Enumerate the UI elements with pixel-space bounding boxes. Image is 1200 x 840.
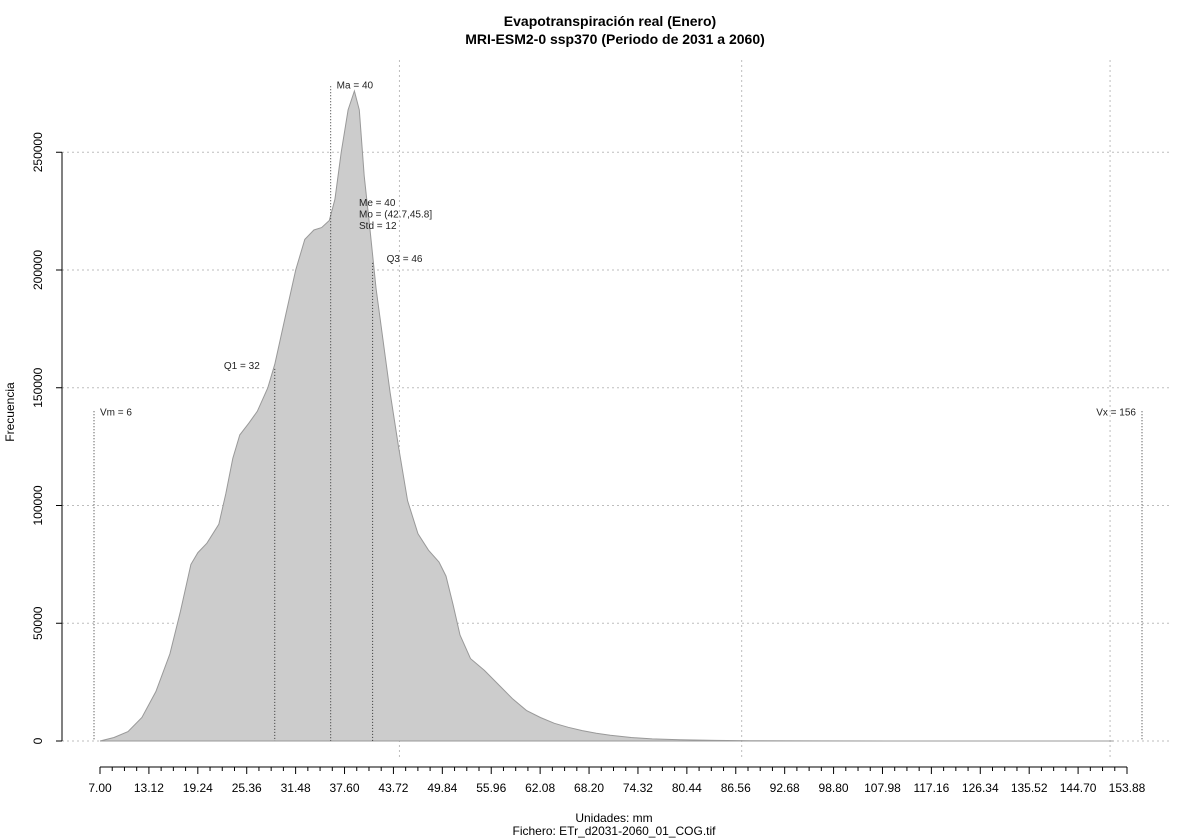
axes: 0 50000 100000 150000 200000 250000 7.00 13.12 1… [31, 132, 1146, 795]
reference-line-label: Q1 = 32 [224, 361, 260, 372]
stat-annotation: Std = 12 [359, 221, 397, 232]
reference-lines: Vm = 6 Q1 = 32 Ma = 40 Q3 = 46 Vx = 156 Me = … [93, 80, 1143, 741]
reference-line-label: Vm = 6 [100, 407, 132, 418]
y-tick-label: 50000 [31, 606, 45, 640]
chart-title: Evapotranspiración real (Enero) [504, 13, 716, 29]
x-tick-label: 92.68 [770, 781, 800, 795]
x-tick-label: 13.12 [134, 781, 164, 795]
x-tick-label: 144.70 [1060, 781, 1097, 795]
x-tick-label: 117.16 [913, 781, 949, 795]
y-tick-label: 200000 [31, 250, 45, 290]
y-tick-label: 100000 [31, 485, 45, 525]
x-tick-label: 19.24 [183, 781, 213, 795]
file-name-footer: Fichero: ETr_d2031-2060_01_COG.tif [513, 824, 717, 838]
reference-line-label: Vx = 156 [1096, 407, 1136, 418]
x-tick-label: 62.08 [525, 781, 555, 795]
x-tick-label: 107.98 [864, 781, 901, 795]
chart-subtitle: MRI-ESM2-0 ssp370 (Periodo de 2031 a 206… [465, 31, 765, 47]
grid [62, 60, 1170, 760]
x-tick-label: 25.36 [232, 781, 262, 795]
y-axis-label: Frecuencia [3, 382, 17, 442]
density-fill [99, 89, 1114, 742]
stat-annotation: Mo = (42.7,45.8] [359, 210, 432, 221]
x-tick-label: 80.44 [672, 781, 702, 795]
stat-annotation: Me = 40 [359, 198, 396, 209]
x-tick-label: 74.32 [623, 781, 653, 795]
x-tick-label: 126.34 [962, 781, 999, 795]
x-tick-label: 153.88 [1109, 781, 1146, 795]
y-tick-label: 0 [31, 737, 45, 744]
x-tick-label: 49.84 [427, 781, 457, 795]
x-tick-label: 7.00 [88, 781, 112, 795]
reference-line-label: Q3 = 46 [387, 254, 423, 265]
x-axis-label: Unidades: mm [575, 811, 652, 825]
reference-line-label: Ma = 40 [337, 80, 374, 91]
x-tick-label: 55.96 [476, 781, 506, 795]
y-tick-label: 150000 [31, 367, 45, 407]
x-tick-label: 43.72 [378, 781, 408, 795]
x-tick-label: 135.52 [1011, 781, 1048, 795]
x-tick-label: 68.20 [574, 781, 604, 795]
x-tick-label: 86.56 [721, 781, 751, 795]
density-area [99, 89, 1114, 742]
x-tick-label: 31.48 [281, 781, 311, 795]
y-tick-label: 250000 [31, 132, 45, 172]
x-tick-label: 37.60 [330, 781, 360, 795]
x-tick-label: 98.80 [819, 781, 849, 795]
